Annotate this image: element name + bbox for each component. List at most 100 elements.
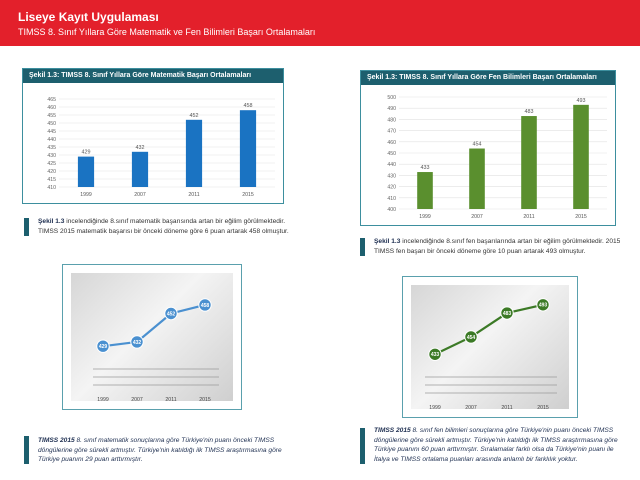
y-tick-label: 410 bbox=[387, 196, 396, 202]
science-bar-caption: Şekil 1.3 incelendiğinde 8.sınıf fen baş… bbox=[374, 237, 624, 256]
science-line-chart-card: 433 454 483 493 1999 2007 2011 2015 bbox=[402, 276, 578, 418]
y-tick-label: 480 bbox=[387, 117, 396, 123]
math-bar-chart-card: Şekil 1.3: TIMSS 8. Sınıf Yıllara Göre M… bbox=[22, 68, 284, 204]
y-tick-label: 465 bbox=[47, 97, 56, 103]
math-bar-chart: 465 460 455 450 445 440 435 430 425 420 415 410 429 1… bbox=[47, 97, 275, 198]
y-tick-label: 450 bbox=[47, 121, 56, 127]
science-chart-title: Şekil 1.3: TIMSS 8. Sınıf Yıllara Göre F… bbox=[361, 71, 615, 85]
series-line bbox=[102, 303, 206, 348]
data-label: 483 bbox=[525, 109, 534, 115]
caption-marker bbox=[360, 238, 365, 256]
data-label: 454 bbox=[473, 142, 482, 148]
bar bbox=[521, 116, 537, 209]
y-tick-label: 420 bbox=[387, 185, 396, 191]
caption-text: 8. sınıf fen bilimleri sonuçlarına göre … bbox=[374, 427, 618, 463]
page-subtitle: TIMSS 8. Sınıf Yıllara Göre Matematik ve… bbox=[18, 27, 316, 37]
science-bar-chart: 500 490 480 470 460 450 440 430 420 410 400 433 1999… bbox=[387, 95, 607, 220]
math-line-chart-card: 429 432 452 458 1999 2007 2011 2015 bbox=[62, 264, 242, 410]
x-tick-label: 2007 bbox=[134, 192, 146, 198]
y-tick-label: 460 bbox=[47, 105, 56, 111]
x-tick-label: 1999 bbox=[97, 397, 109, 403]
data-label: 452 bbox=[190, 113, 199, 119]
y-tick-label: 430 bbox=[387, 173, 396, 179]
x-tick-label: 2015 bbox=[199, 397, 211, 403]
y-tick-label: 430 bbox=[47, 153, 56, 159]
y-tick-label: 445 bbox=[47, 129, 56, 135]
x-tick-label: 2007 bbox=[471, 214, 483, 220]
data-label: 452 bbox=[167, 311, 176, 317]
y-tick-label: 425 bbox=[47, 161, 56, 167]
data-label: 493 bbox=[577, 98, 586, 104]
caption-label: Şekil 1.3 bbox=[374, 238, 401, 245]
data-point bbox=[536, 298, 550, 312]
series-line bbox=[434, 303, 544, 356]
y-tick-label: 460 bbox=[387, 140, 396, 146]
bar bbox=[77, 156, 95, 187]
y-tick-label: 400 bbox=[387, 207, 396, 213]
bar bbox=[469, 148, 485, 209]
bar bbox=[185, 119, 203, 187]
bar bbox=[573, 104, 589, 209]
bar bbox=[239, 110, 257, 187]
y-tick-label: 450 bbox=[387, 151, 396, 157]
caption-marker bbox=[360, 428, 365, 464]
caption-label: Şekil 1.3 bbox=[38, 218, 65, 225]
data-label: 429 bbox=[99, 344, 108, 350]
x-tick-label: 2007 bbox=[131, 397, 143, 403]
bar bbox=[417, 172, 433, 209]
math-line-chart-background bbox=[71, 273, 233, 401]
data-label: 458 bbox=[244, 103, 253, 109]
x-tick-label: 2015 bbox=[242, 192, 254, 198]
caption-label: TIMSS 2015 bbox=[38, 437, 75, 444]
science-bar-chart-card: Şekil 1.3: TIMSS 8. Sınıf Yıllara Göre F… bbox=[360, 70, 616, 226]
bar bbox=[131, 151, 149, 187]
app-title: Liseye Kayıt Uygulaması bbox=[18, 10, 159, 24]
x-tick-label: 1999 bbox=[419, 214, 431, 220]
x-tick-label: 1999 bbox=[429, 405, 441, 411]
x-tick-label: 2011 bbox=[523, 214, 534, 220]
data-point bbox=[500, 306, 514, 320]
caption-label: TIMSS 2015 bbox=[374, 427, 411, 434]
data-label: 432 bbox=[133, 340, 142, 346]
math-line-chart: 429 432 452 458 1999 2007 2011 2015 bbox=[93, 298, 219, 403]
data-label: 458 bbox=[201, 303, 210, 309]
y-tick-label: 440 bbox=[387, 162, 396, 168]
data-label: 429 bbox=[82, 150, 91, 156]
data-label: 493 bbox=[539, 303, 548, 309]
data-point bbox=[164, 306, 178, 321]
caption-marker bbox=[24, 218, 29, 236]
data-label: 433 bbox=[431, 352, 440, 358]
y-tick-label: 435 bbox=[47, 145, 56, 151]
x-tick-label: 2015 bbox=[575, 214, 587, 220]
x-tick-label: 2015 bbox=[537, 405, 549, 411]
math-bar-caption: Şekil 1.3 incelendiğinde 8.sınıf matemat… bbox=[38, 217, 298, 236]
data-point bbox=[428, 347, 442, 361]
y-tick-label: 415 bbox=[47, 177, 56, 183]
caption-text: incelendiğinde 8.sınıf fen başarılarında… bbox=[374, 238, 621, 255]
caption-marker bbox=[24, 436, 29, 464]
y-tick-label: 455 bbox=[47, 113, 56, 119]
data-point bbox=[130, 335, 144, 349]
data-point bbox=[96, 339, 110, 353]
science-line-caption: TIMSS 2015 8. sınıf fen bilimleri sonuçl… bbox=[374, 426, 626, 464]
data-label: 454 bbox=[467, 335, 476, 341]
x-tick-label: 2007 bbox=[465, 405, 477, 411]
y-tick-label: 410 bbox=[47, 185, 56, 191]
x-tick-label: 2011 bbox=[501, 405, 512, 411]
caption-text: incelendiğinde 8.sınıf matematik başarıs… bbox=[38, 218, 289, 235]
y-tick-label: 420 bbox=[47, 169, 56, 175]
data-point bbox=[464, 330, 478, 344]
y-tick-label: 440 bbox=[47, 137, 56, 143]
math-chart-title: Şekil 1.3: TIMSS 8. Sınıf Yıllara Göre M… bbox=[23, 69, 283, 83]
caption-text: 8. sınıf matematik sonuçlarına göre Türk… bbox=[38, 437, 282, 463]
x-tick-label: 2011 bbox=[188, 192, 199, 198]
data-label: 433 bbox=[421, 165, 430, 171]
science-line-chart: 433 454 483 493 1999 2007 2011 2015 bbox=[425, 298, 557, 411]
x-tick-label: 2011 bbox=[165, 397, 176, 403]
x-tick-label: 1999 bbox=[80, 192, 92, 198]
y-tick-label: 490 bbox=[387, 106, 396, 112]
data-point bbox=[198, 298, 212, 312]
data-label: 432 bbox=[136, 145, 145, 151]
y-tick-label: 470 bbox=[387, 129, 396, 135]
math-line-caption: TIMSS 2015 8. sınıf matematik sonuçların… bbox=[38, 436, 288, 465]
